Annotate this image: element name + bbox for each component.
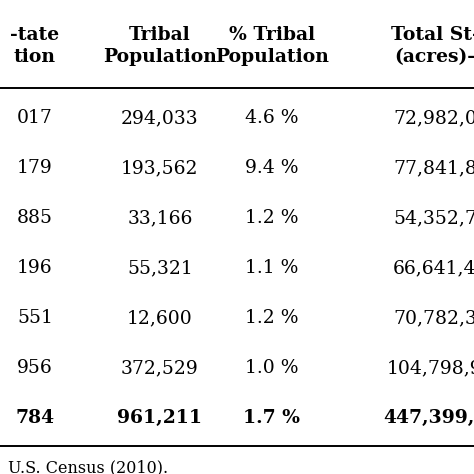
Text: 33,166: 33,166: [128, 209, 193, 227]
Text: 12,600: 12,600: [127, 309, 193, 327]
Text: 196: 196: [17, 259, 53, 277]
Text: 1.1 %: 1.1 %: [246, 259, 299, 277]
Text: 1.2 %: 1.2 %: [245, 309, 299, 327]
Text: 961,211: 961,211: [118, 409, 202, 427]
Text: tion: tion: [14, 48, 56, 66]
Text: 784: 784: [16, 409, 55, 427]
Text: 551: 551: [17, 309, 53, 327]
Text: Total St-: Total St-: [391, 26, 474, 44]
Text: 77,841,8: 77,841,8: [393, 159, 474, 177]
Text: Tribal: Tribal: [129, 26, 191, 44]
Text: Population: Population: [103, 48, 217, 66]
Text: (acres)-: (acres)-: [394, 48, 474, 66]
Text: 72,982,0: 72,982,0: [393, 109, 474, 127]
Text: 55,321: 55,321: [127, 259, 193, 277]
Text: 193,562: 193,562: [121, 159, 199, 177]
Text: 9.4 %: 9.4 %: [245, 159, 299, 177]
Text: 1.7 %: 1.7 %: [244, 409, 301, 427]
Text: -tate: -tate: [10, 26, 60, 44]
Text: 885: 885: [17, 209, 53, 227]
Text: Population: Population: [215, 48, 329, 66]
Text: 1.2 %: 1.2 %: [245, 209, 299, 227]
Text: 54,352,7: 54,352,7: [393, 209, 474, 227]
Text: 017: 017: [17, 109, 53, 127]
Text: 179: 179: [17, 159, 53, 177]
Text: % Tribal: % Tribal: [229, 26, 315, 44]
Text: U.S. Census (2010).: U.S. Census (2010).: [8, 459, 168, 474]
Text: 66,641,4: 66,641,4: [393, 259, 474, 277]
Text: 104,798,9: 104,798,9: [387, 359, 474, 377]
Text: 294,033: 294,033: [121, 109, 199, 127]
Text: 70,782,3: 70,782,3: [393, 309, 474, 327]
Text: 4.6 %: 4.6 %: [245, 109, 299, 127]
Text: 1.0 %: 1.0 %: [245, 359, 299, 377]
Text: 372,529: 372,529: [121, 359, 199, 377]
Text: 447,399,4: 447,399,4: [383, 409, 474, 427]
Text: 956: 956: [17, 359, 53, 377]
